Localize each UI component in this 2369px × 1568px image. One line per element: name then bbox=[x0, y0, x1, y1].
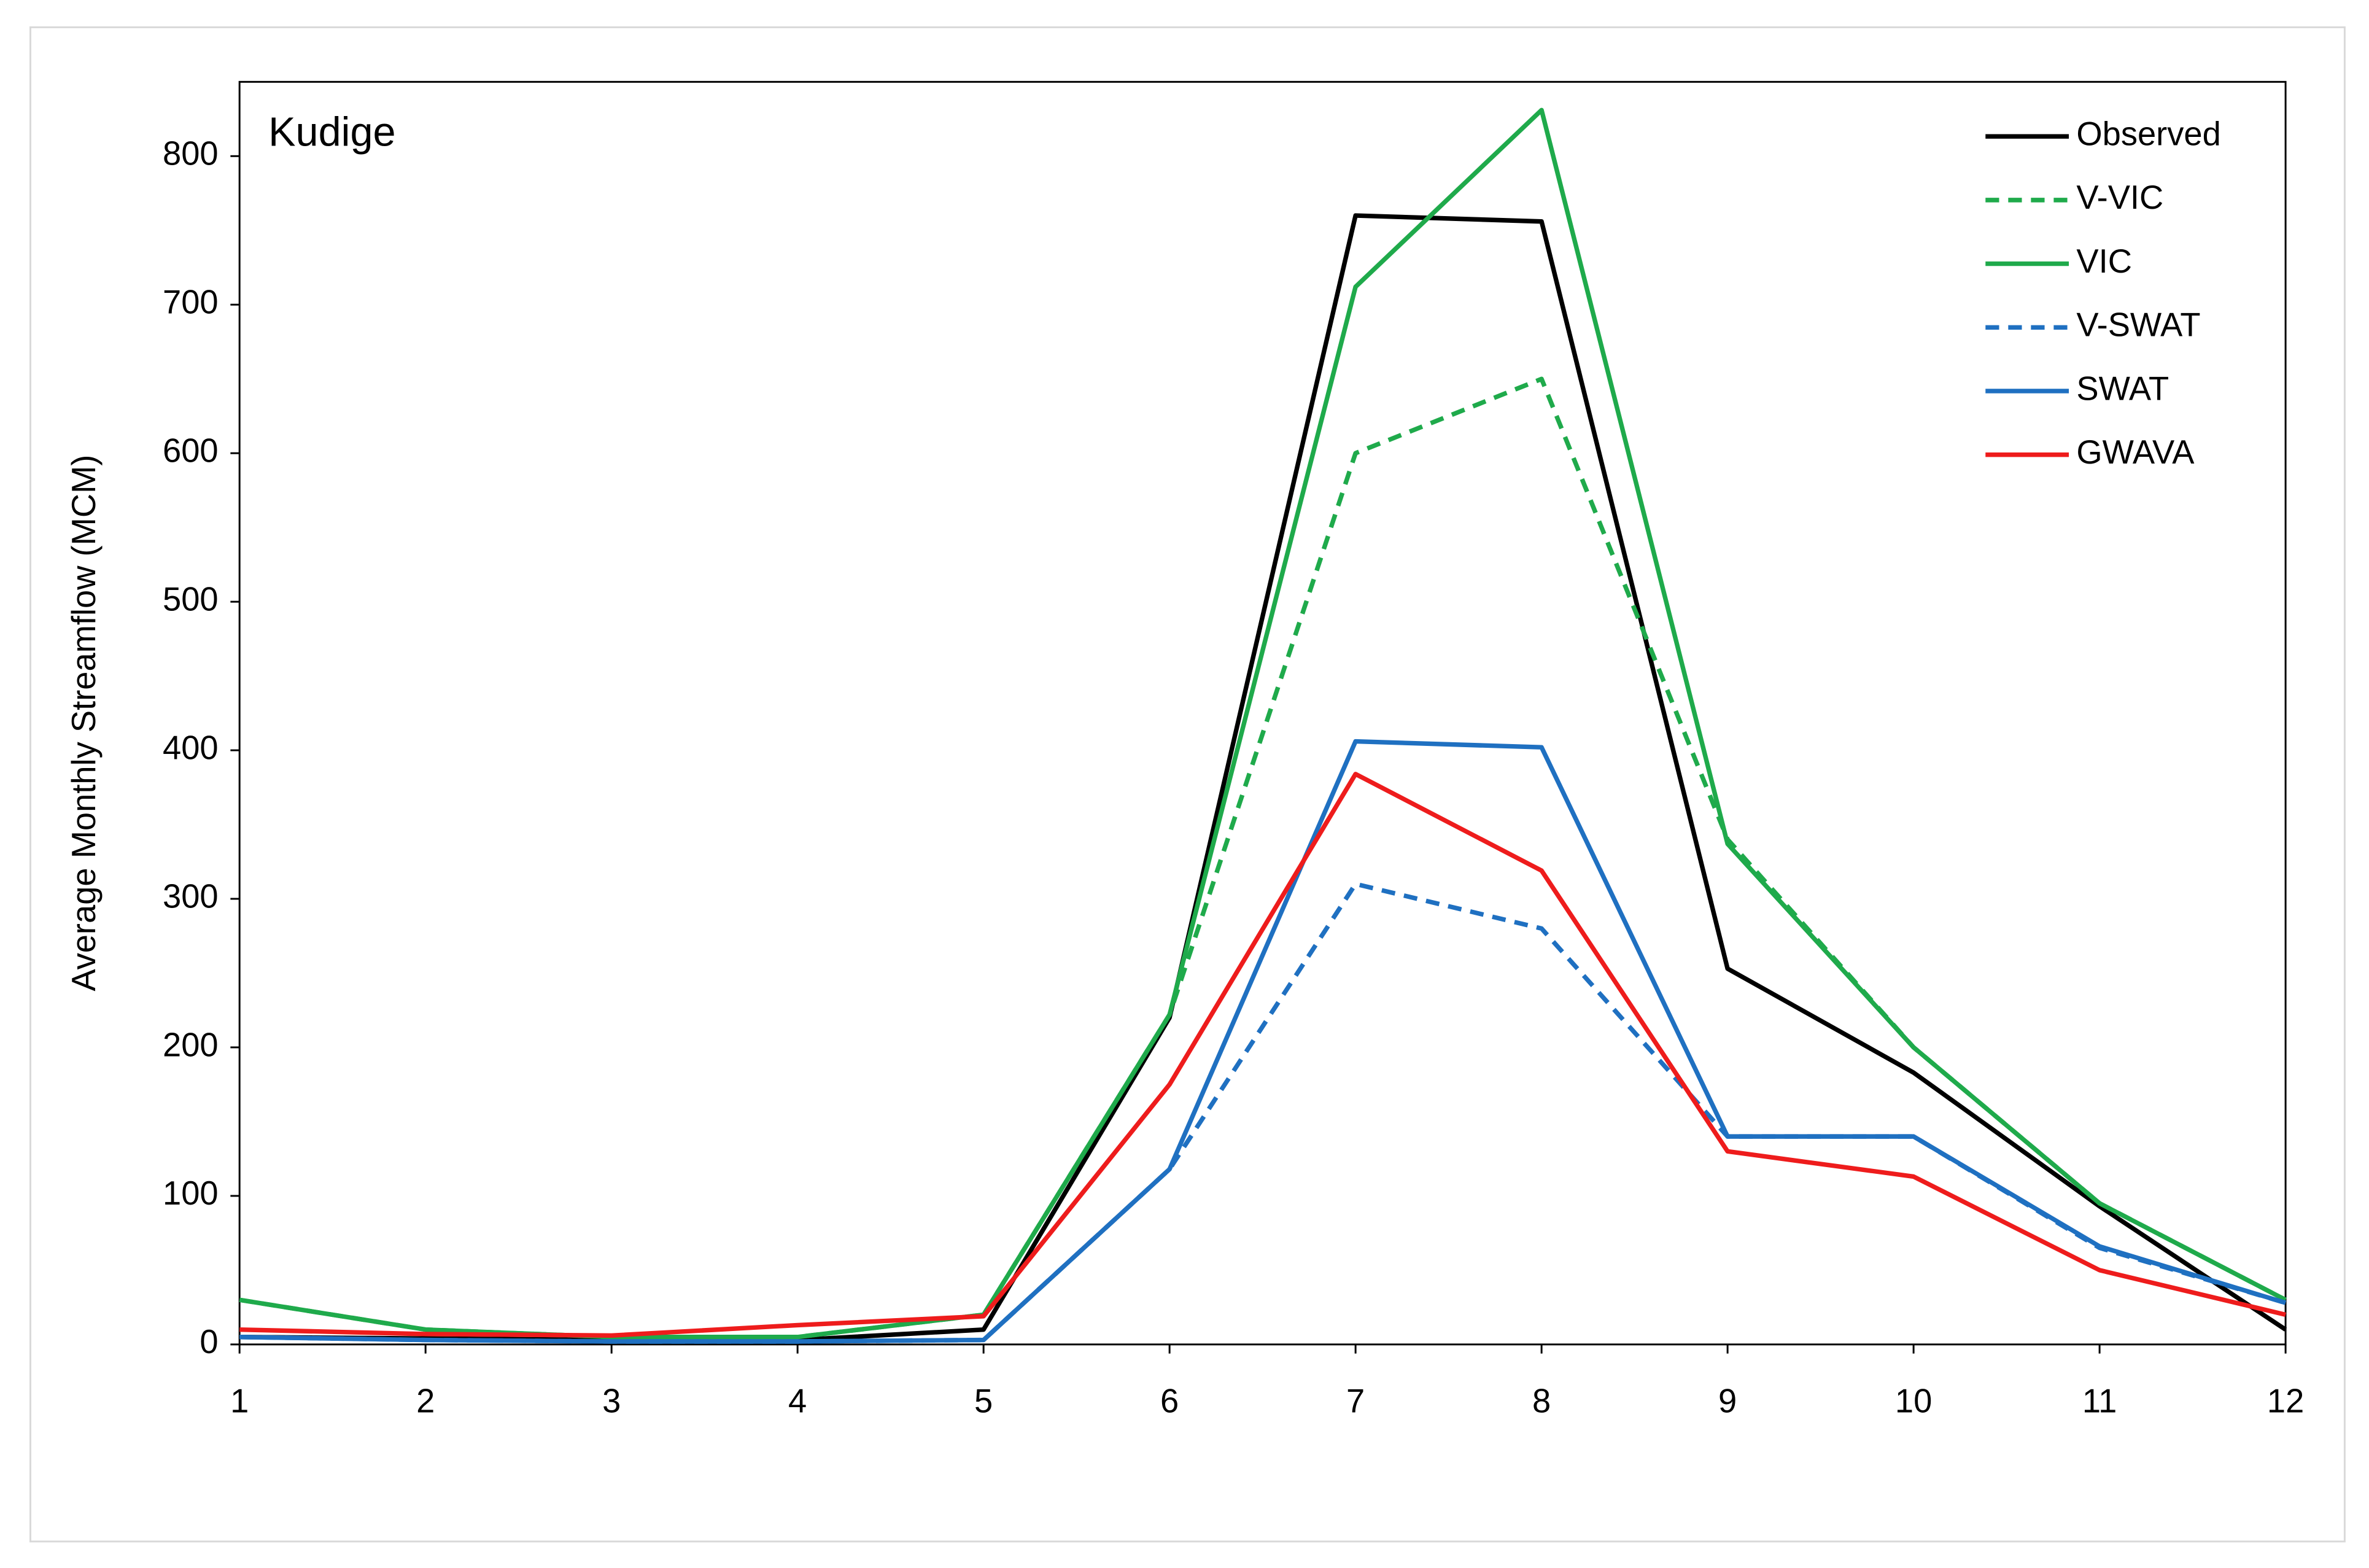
plot-area bbox=[238, 80, 2287, 1346]
y-tick-label: 200 bbox=[163, 1026, 219, 1063]
y-tick-label: 600 bbox=[163, 432, 219, 470]
x-tick-label: 12 bbox=[2267, 1382, 2304, 1419]
y-axis-label: Average Monthly Streamflow (MCM) bbox=[65, 455, 103, 992]
x-tick-label: 5 bbox=[974, 1382, 993, 1419]
y-tick-label: 800 bbox=[163, 135, 219, 173]
x-tick-label: 10 bbox=[1895, 1382, 1932, 1419]
x-tick-label: 2 bbox=[416, 1382, 435, 1419]
legend-label: V-SWAT bbox=[2076, 306, 2200, 344]
legend-label: Observed bbox=[2076, 115, 2220, 153]
y-tick-label: 500 bbox=[163, 580, 219, 618]
y-tick-label: 400 bbox=[163, 729, 219, 766]
series-line bbox=[239, 772, 2286, 1338]
x-tick-label: 8 bbox=[1532, 1382, 1551, 1419]
legend-label: SWAT bbox=[2076, 370, 2169, 407]
x-tick-label: 4 bbox=[788, 1382, 807, 1419]
x-tick-label: 3 bbox=[602, 1382, 621, 1419]
x-tick-label: 9 bbox=[1718, 1382, 1737, 1419]
y-tick-label: 0 bbox=[200, 1323, 218, 1360]
x-tick-label: 6 bbox=[1160, 1382, 1179, 1419]
x-tick-label: 1 bbox=[230, 1382, 249, 1419]
series-line bbox=[239, 739, 2287, 1344]
x-tick-label: 7 bbox=[1346, 1382, 1365, 1419]
legend-label: V-VIC bbox=[2076, 179, 2163, 216]
legend-label: GWAVA bbox=[2076, 433, 2195, 471]
x-tick-label: 11 bbox=[2082, 1382, 2117, 1419]
annotation: Kudige bbox=[268, 109, 396, 155]
y-tick-label: 300 bbox=[163, 877, 219, 915]
y-tick-label: 100 bbox=[163, 1174, 219, 1212]
y-tick-label: 700 bbox=[163, 284, 219, 321]
legend-label: VIC bbox=[2076, 243, 2132, 280]
chart-border bbox=[29, 26, 2346, 1543]
